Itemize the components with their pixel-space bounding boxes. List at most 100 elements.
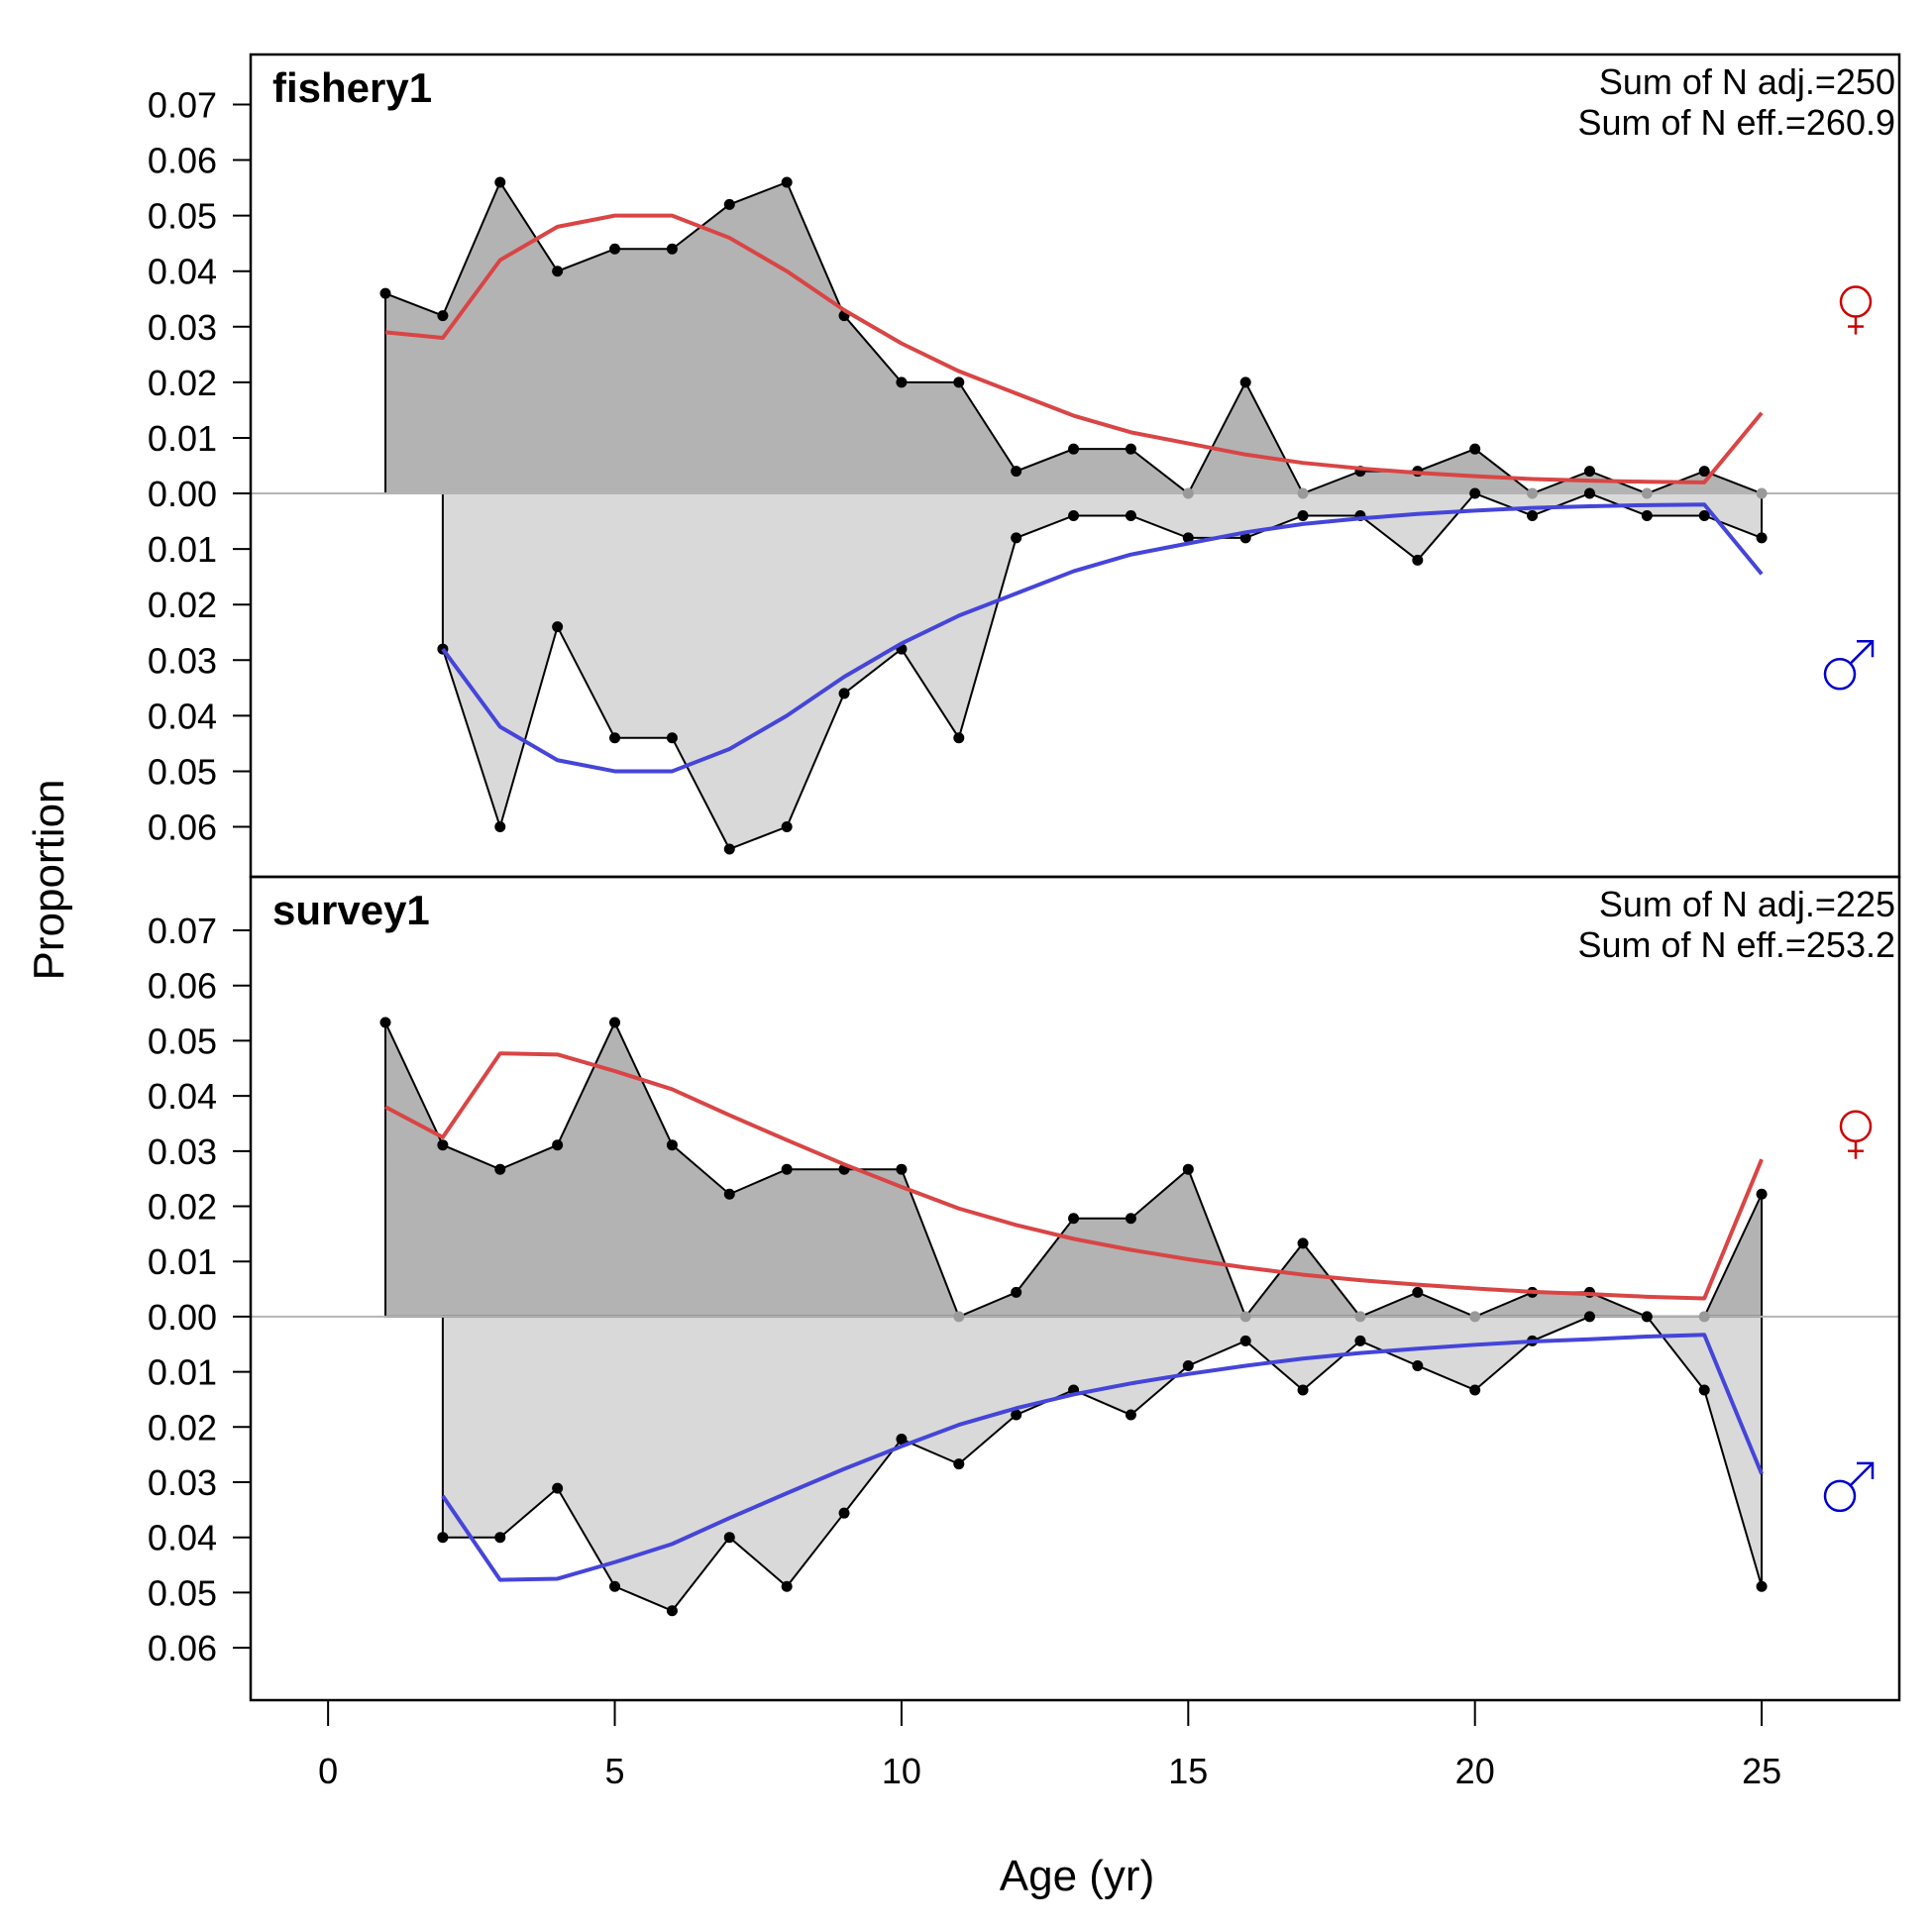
male-observed-point	[1469, 1384, 1481, 1396]
x-tick-label: 25	[1742, 1751, 1781, 1791]
female-symbol	[1839, 1110, 1873, 1159]
male-observed-point	[1011, 532, 1022, 544]
male-observed-point	[1527, 509, 1539, 521]
female-observed-point	[723, 1188, 735, 1200]
male-symbol-ring	[1823, 1479, 1857, 1513]
female-observed-point	[609, 243, 621, 255]
male-observed-point	[494, 1532, 506, 1544]
male-observed-point	[1583, 1311, 1595, 1323]
x-tick-label: 0	[318, 1751, 338, 1791]
male-observed-point	[1641, 1311, 1653, 1323]
y-tick-label: 0.03	[148, 307, 217, 348]
y-tick-label: 0.01	[148, 529, 217, 570]
y-tick-label: 0.01	[148, 418, 217, 459]
female-observed-point	[1354, 1311, 1366, 1323]
male-observed-point	[781, 821, 793, 833]
x-tick-label: 20	[1455, 1751, 1495, 1791]
y-tick-label: 0.04	[148, 1518, 217, 1558]
y-tick-label: 0.04	[148, 252, 217, 292]
male-observed-point	[437, 1532, 449, 1544]
female-observed-point	[1011, 1286, 1022, 1298]
female-observed-point	[723, 198, 735, 210]
female-observed-point	[666, 243, 678, 255]
male-observed-point	[838, 1507, 850, 1519]
male-observed-point	[666, 732, 678, 744]
male-observed-point	[1297, 1384, 1309, 1396]
male-observed-point	[609, 732, 621, 744]
male-symbol-shaft	[1850, 640, 1874, 665]
female-observed-point	[1527, 487, 1539, 499]
male-observed-point	[1756, 1580, 1768, 1592]
female-observed-point	[1239, 1311, 1251, 1323]
y-tick-label: 0.07	[148, 84, 217, 125]
female-observed-point	[379, 1017, 391, 1028]
male-observed-point	[1182, 1359, 1194, 1371]
female-observed-point	[953, 376, 965, 388]
male-observed-point	[1354, 1335, 1366, 1346]
female-observed-point	[1297, 1237, 1309, 1249]
y-tick-label: 0.03	[148, 1131, 217, 1172]
x-axis: 0 5 10 15 20 25	[318, 1700, 1781, 1791]
y-tick-label: 0.06	[148, 807, 217, 848]
y-tick-label: 0.06	[148, 141, 217, 181]
female-observed-point	[552, 1139, 564, 1151]
panel-note: Sum of N adj.=225	[1599, 884, 1895, 924]
female-observed-point	[1182, 1163, 1194, 1175]
female-expected-line	[384, 1051, 1764, 1301]
female-observed-point	[494, 176, 506, 188]
y-tick-label: 0.05	[148, 751, 217, 792]
female-observed-point	[1125, 1213, 1136, 1225]
male-observed-point	[896, 1434, 908, 1446]
female-observed-point	[1182, 487, 1194, 499]
panel-note: Sum of N eff.=260.9	[1577, 102, 1895, 143]
male-observed-point	[666, 1605, 678, 1617]
panel-title: fishery1	[272, 64, 432, 111]
y-tick-label: 0.02	[148, 585, 217, 625]
female-observed-point	[379, 287, 391, 299]
y-tick-label: 0.07	[148, 911, 217, 951]
male-observed-point	[1698, 1384, 1710, 1396]
male-observed-point	[1239, 532, 1251, 544]
female-observed-point	[1412, 1286, 1424, 1298]
male-observed-point	[1412, 1359, 1424, 1371]
female-observed-point	[953, 1311, 965, 1323]
female-observed-point	[1125, 443, 1136, 455]
y-tick-label: 0.01	[148, 1241, 217, 1282]
panel-note: Sum of N eff.=253.2	[1577, 924, 1895, 965]
male-observed-point	[723, 843, 735, 855]
male-observed-point	[1125, 1409, 1136, 1421]
female-observed-point	[1583, 466, 1595, 478]
female-observed-point	[781, 1163, 793, 1175]
male-observed-point	[1239, 1335, 1251, 1346]
male-observed-point	[552, 1482, 564, 1494]
female-observed-point	[781, 176, 793, 188]
y-tick-label: 0.06	[148, 1628, 217, 1668]
female-observed-point	[1297, 487, 1309, 499]
female-observed-point	[437, 1139, 449, 1151]
x-tick-label: 10	[882, 1751, 921, 1791]
male-symbol-arrow	[1857, 1461, 1875, 1479]
male-observed-point	[609, 1580, 621, 1592]
male-observed-point	[838, 688, 850, 699]
male-observed-point	[552, 621, 564, 633]
male-observed-point	[1011, 1409, 1022, 1421]
panels-layer: 0.07 0.06 0.05 0.04 0.03 0.02 0.01 0.00 0.01 0.02…	[148, 53, 1901, 1702]
male-observed-point	[494, 821, 506, 833]
x-tick-label: 15	[1168, 1751, 1208, 1791]
male-observed-point	[781, 1580, 793, 1592]
y-tick-label: 0.05	[148, 1020, 217, 1061]
y-tick-label: 0.00	[148, 474, 217, 514]
male-observed-point	[1756, 532, 1768, 544]
x-tick-label: 5	[605, 1751, 625, 1791]
male-observed-point	[1412, 554, 1424, 566]
female-observed-point	[1068, 1213, 1080, 1225]
female-observed-point	[1641, 487, 1653, 499]
female-observed-point	[896, 376, 908, 388]
y-tick-label: 0.04	[148, 696, 217, 736]
x-axis-title: Age (yr)	[1000, 1852, 1154, 1900]
male-observed-point	[1641, 509, 1653, 521]
female-symbol	[1839, 285, 1873, 335]
y-tick-label: 0.01	[148, 1352, 217, 1393]
